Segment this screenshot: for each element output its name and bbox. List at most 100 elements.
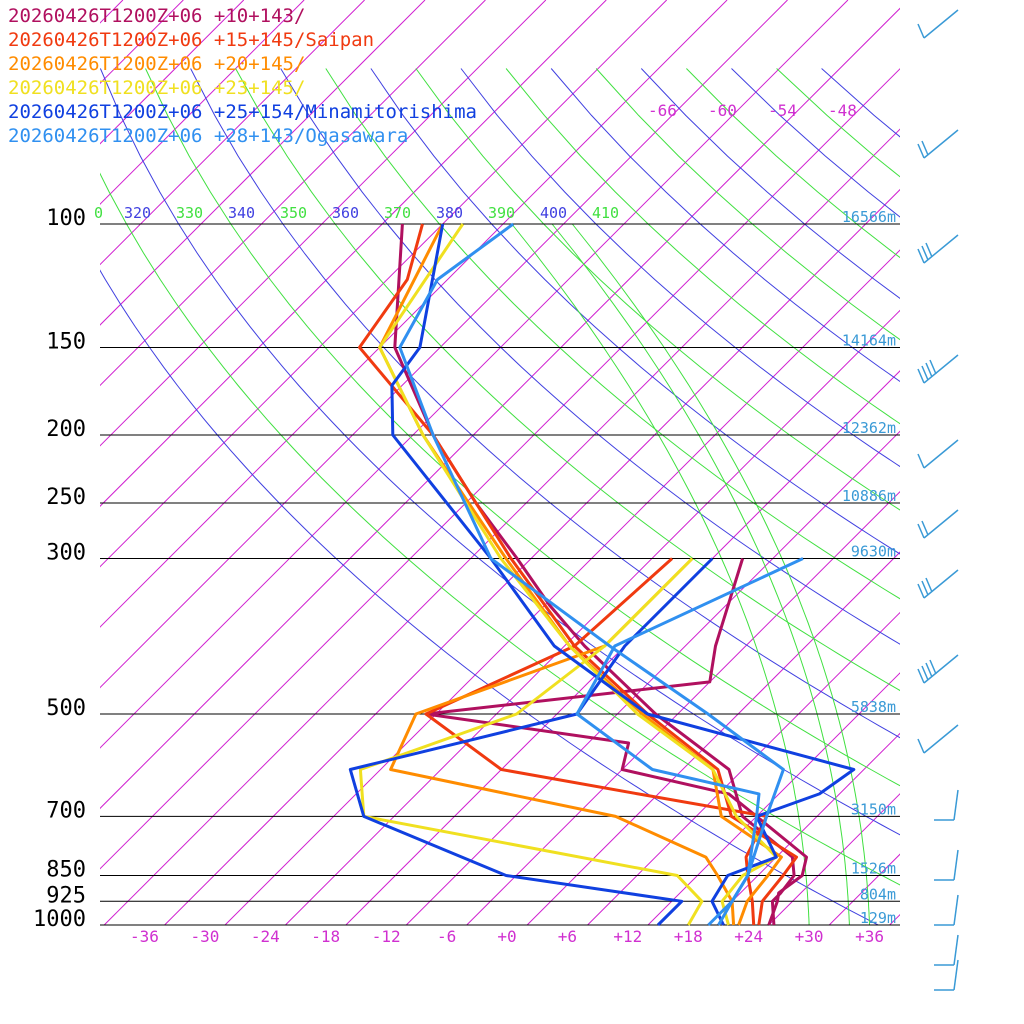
wind-barb-feather xyxy=(921,665,929,681)
pressure-label: 700 xyxy=(46,798,86,823)
isotherm-label: -54 xyxy=(768,101,797,120)
legend-entry: 20260426T1200Z+06 +15+145/Saipan xyxy=(8,29,375,51)
wind-barb-feather xyxy=(917,368,925,384)
wind-barb xyxy=(953,934,959,966)
wind-barb-feather xyxy=(917,583,925,599)
theta-label: 340 xyxy=(228,204,255,222)
wind-barb-feather xyxy=(921,365,929,381)
isotherm-line xyxy=(100,0,728,628)
height-label: 10886m xyxy=(842,487,896,505)
isotherm-line xyxy=(526,551,900,925)
isotherm-line xyxy=(768,793,900,925)
wind-barb xyxy=(923,569,959,599)
x-tick-label: +24 xyxy=(734,927,763,946)
pressure-label: 100 xyxy=(46,206,86,231)
legend: 20260426T1200Z+06 +10+143/20260426T1200Z… xyxy=(8,4,477,148)
isotherm-line xyxy=(164,188,900,925)
wind-barb xyxy=(923,439,959,469)
theta-label: 400 xyxy=(540,204,567,222)
isotherm-line xyxy=(345,370,900,925)
wind-barb-feather xyxy=(921,520,929,536)
theta-curve xyxy=(325,68,900,600)
legend-entry: 20260426T1200Z+06 +23+145/ xyxy=(8,77,306,99)
wind-barb-feather xyxy=(917,453,925,469)
height-label: 14164m xyxy=(842,331,896,349)
wind-barb-feather xyxy=(921,140,929,156)
series-dewpoint-line xyxy=(348,557,714,927)
x-tick-label: -36 xyxy=(130,927,159,946)
series-dewpoint-line xyxy=(575,557,804,927)
isotherm-line xyxy=(224,249,900,925)
isotherm-label: -60 xyxy=(708,101,737,120)
x-tick-label: +18 xyxy=(674,927,703,946)
isotherm-line xyxy=(100,0,788,689)
theta-label: 360 xyxy=(332,204,359,222)
theta-label: 330 xyxy=(176,204,203,222)
pressure-label: 500 xyxy=(46,696,86,721)
isotherm-label: -48 xyxy=(828,101,857,120)
wind-barb-feather xyxy=(921,580,929,596)
wind-barb xyxy=(953,894,959,926)
isotherm-line xyxy=(100,0,607,507)
theta-label: 410 xyxy=(592,204,619,222)
wind-barb xyxy=(923,129,959,159)
moist-adiabat xyxy=(571,223,870,925)
wind-barb xyxy=(923,654,959,684)
pressure-label: 1000 xyxy=(33,907,86,932)
pressure-label: 250 xyxy=(46,485,86,510)
theta-curve xyxy=(460,68,900,468)
x-tick-label: +36 xyxy=(855,927,884,946)
theta-label: 380 xyxy=(436,204,463,222)
theta-curve xyxy=(190,68,900,739)
x-tick-label: +0 xyxy=(497,927,516,946)
height-label: 5838m xyxy=(851,698,896,716)
isotherm-line xyxy=(828,853,900,925)
pressure-label: 200 xyxy=(46,417,86,442)
theta-label: 0 xyxy=(94,204,103,222)
isotherm-line xyxy=(889,913,900,925)
height-label: 12362m xyxy=(842,419,896,437)
theta-curve xyxy=(100,269,880,925)
theta-curve xyxy=(415,68,900,511)
wind-barb xyxy=(923,234,959,264)
isotherm-line xyxy=(103,128,900,925)
pressure-label: 850 xyxy=(46,858,86,883)
series-dewpoint-line xyxy=(358,557,704,926)
wind-barb-feather xyxy=(929,359,937,375)
wind-barbs xyxy=(917,9,959,991)
theta-curve xyxy=(776,68,900,178)
pressure-label: 150 xyxy=(46,329,86,354)
axis-labels: 100 16566m 150 14164m 200 12362m 250 10886m 300 9… xyxy=(33,101,896,946)
height-label: 3150m xyxy=(851,800,896,818)
isotherm-line xyxy=(647,672,900,925)
isotherm-line xyxy=(100,0,547,447)
pressure-label: 300 xyxy=(46,540,86,565)
wind-barb xyxy=(923,509,959,539)
wind-barb-feather xyxy=(917,668,925,684)
theta-curve xyxy=(280,68,900,645)
wind-barb xyxy=(953,959,959,991)
height-label: 16566m xyxy=(842,208,896,226)
wind-barb xyxy=(923,9,959,39)
isotherm-line xyxy=(285,309,900,925)
legend-entry: 20260426T1200Z+06 +25+154/Minamitorishim… xyxy=(8,101,477,123)
theta-curve xyxy=(100,68,900,836)
sounding-series xyxy=(348,222,856,927)
wind-barb xyxy=(953,789,959,821)
wind-barb-feather xyxy=(929,659,937,675)
theta-curve xyxy=(370,68,900,555)
wind-barb-feather xyxy=(925,662,933,678)
isotherm-line xyxy=(100,0,365,266)
wind-barb xyxy=(923,724,959,754)
series-temperature-line xyxy=(390,223,856,926)
theta-curve xyxy=(100,172,900,886)
isotherm-line xyxy=(405,430,900,925)
x-tick-label: -12 xyxy=(372,927,401,946)
legend-entry: 20260426T1200Z+06 +28+143/Ogasawara xyxy=(8,125,409,147)
wind-barb-feather xyxy=(925,362,933,378)
x-tick-label: -30 xyxy=(190,927,219,946)
theta-curve xyxy=(595,68,900,341)
x-tick-label: -18 xyxy=(311,927,340,946)
height-label: 1526m xyxy=(851,860,896,878)
pressure-label: 925 xyxy=(46,883,86,908)
